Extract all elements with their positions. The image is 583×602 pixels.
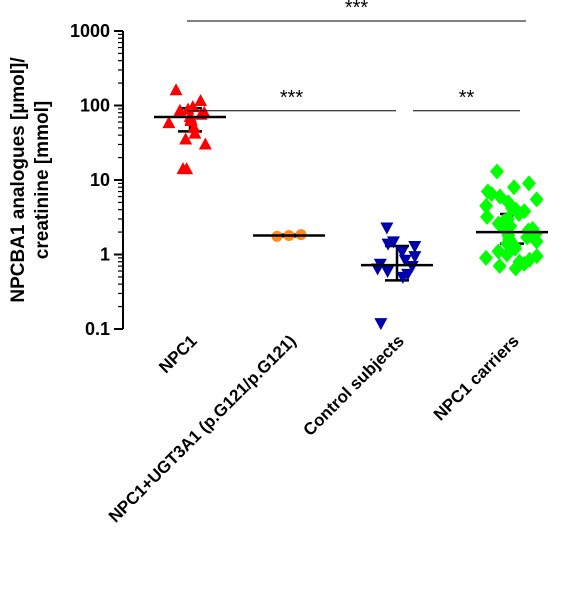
data-point [521,175,536,192]
data-point [479,197,494,214]
data-point [491,243,506,260]
y-tick-label-0: 0.1 [85,319,110,339]
data-point [194,93,208,106]
data-point [187,120,201,133]
data-point [173,103,187,116]
data-points [154,83,548,331]
data-point [374,318,388,331]
category-label-0: NPC1 [155,331,201,377]
data-point [162,116,176,129]
data-point [511,205,526,222]
y-ticks: 0.1 1 10 100 1000 [70,21,123,339]
data-point [479,249,494,266]
data-point [398,254,412,267]
data-point [371,263,385,276]
data-point [179,132,193,145]
significance-label-2: ** [459,87,475,109]
error-bars [178,106,524,282]
category-label-1: NPC1+UGT3A1 (p.G121/p.G121) [105,331,300,526]
y-tick-label-3: 100 [80,96,110,116]
data-point [408,241,422,254]
significance-annotations: ****** ** [187,0,526,112]
data-point [499,246,514,263]
data-point [180,162,194,175]
data-point [381,238,395,251]
y-axis-label-line-2: creatinine [mmol] [32,101,53,259]
data-point [492,258,507,275]
data-point [380,222,394,235]
y-axis-label-line-1: NPCBA1 analogues [µmol]/ [8,57,29,303]
data-point [480,208,495,225]
data-point [395,246,409,259]
significance-label-1: *** [280,87,304,109]
data-point [529,233,544,250]
data-point [396,271,410,284]
data-point [188,126,202,139]
category-label-2: Control subjects [300,331,408,439]
data-point [169,83,183,96]
data-point [489,163,504,180]
data-point [181,102,195,115]
data-point [381,266,395,279]
category-label-3: NPC1 carriers [430,331,523,424]
significance-label-0: *** [345,0,369,19]
y-axis-label: NPCBA1 analogues [µmol]/ creatinine [mmo… [8,57,53,303]
data-point [408,251,422,264]
y-tick-label-2: 10 [90,170,110,190]
data-point [198,137,212,150]
y-tick-label-1: 1 [100,245,110,265]
data-point [508,260,523,277]
data-point [529,191,544,208]
data-point [507,179,522,196]
y-tick-label-4: 1000 [70,21,110,41]
